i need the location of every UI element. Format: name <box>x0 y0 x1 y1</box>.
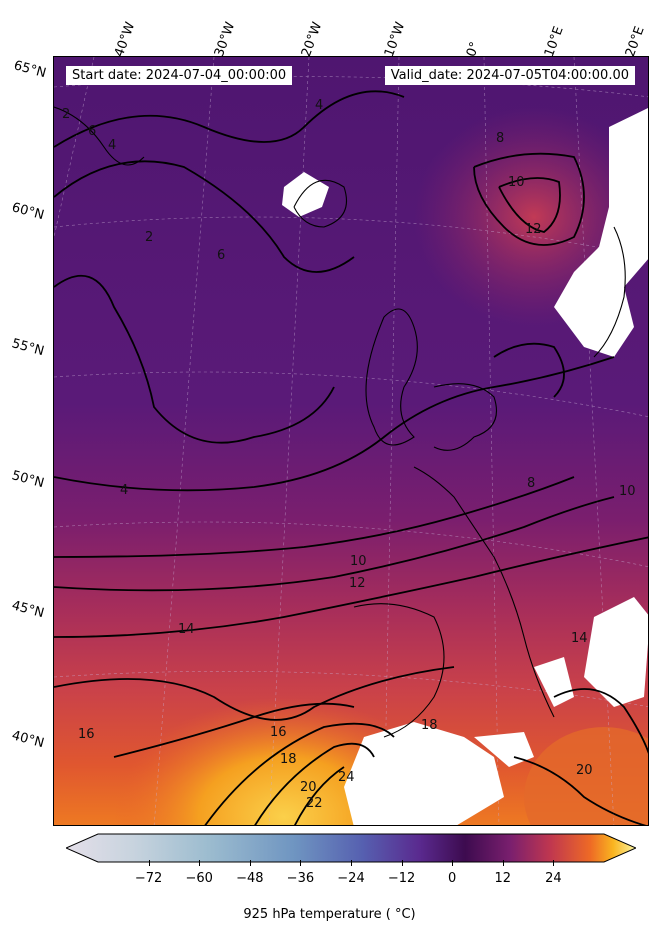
lon-label-20w: 20°W <box>298 20 326 59</box>
colorbar-tickmark <box>148 860 150 866</box>
contour-label: 14 <box>571 631 588 646</box>
lat-label-55n: 55°N <box>10 336 46 360</box>
start-date-label: Start date: 2024-07-04_00:00:00 <box>66 66 293 85</box>
contour-label: 4 <box>120 483 129 498</box>
contour-label: 10 <box>350 554 367 569</box>
colorbar-tick-label: 0 <box>448 871 457 886</box>
lat-label-60n: 60°N <box>10 200 46 224</box>
colorbar-tickmark <box>553 860 555 866</box>
colorbar-label: 925 hPa temperature ( °C) <box>243 907 416 922</box>
colorbar-tickmark <box>249 860 251 866</box>
lat-label-65n: 65°N <box>12 58 48 82</box>
contour-label: 2 <box>62 107 71 122</box>
lon-label-10w: 10°W <box>381 20 409 59</box>
temperature-map <box>54 57 648 825</box>
lat-label-50n: 50°N <box>10 468 46 492</box>
lon-label-10e: 10°E <box>541 24 567 59</box>
map-panel <box>53 56 649 826</box>
contour-label: 6 <box>217 248 226 263</box>
contour-label: 18 <box>421 718 438 733</box>
lat-label-45n: 45°N <box>10 598 46 622</box>
colorbar <box>66 833 636 863</box>
lon-label-20e: 20°E <box>622 24 648 59</box>
colorbar-tickmark <box>300 860 302 866</box>
colorbar-tick-label: −48 <box>236 871 264 886</box>
lon-label-40w: 40°W <box>111 20 139 59</box>
contour-label: 20 <box>300 780 317 795</box>
contour-label: 4 <box>315 98 324 113</box>
contour-label: 6 <box>88 124 97 139</box>
lat-label-40n: 40°N <box>10 728 46 752</box>
contour-label: 10 <box>619 484 636 499</box>
valid-date-label: Valid_date: 2024-07-05T04:00:00.00 <box>384 66 635 85</box>
colorbar-tickmark <box>502 860 504 866</box>
colorbar-tickmark <box>401 860 403 866</box>
contour-label: 2 <box>145 230 154 245</box>
contour-label: 10 <box>508 175 525 190</box>
colorbar-tickmark <box>351 860 352 866</box>
contour-label: 4 <box>108 138 117 153</box>
contour-label: 8 <box>527 476 536 491</box>
colorbar-tick-label: −72 <box>134 871 163 886</box>
contour-label: 18 <box>280 752 297 767</box>
contour-label: 16 <box>78 727 95 742</box>
colorbar-tick-label: 24 <box>545 871 562 886</box>
colorbar-tickmark <box>452 860 454 866</box>
med-warm-area <box>524 727 648 825</box>
graticule <box>54 57 648 825</box>
lon-label-30w: 30°W <box>211 20 239 59</box>
isotherms <box>54 90 648 825</box>
coastlines <box>54 106 626 738</box>
contour-label: 14 <box>178 622 195 637</box>
colorbar-tick-label: −12 <box>387 871 416 886</box>
contour-label: 8 <box>496 131 505 146</box>
colorbar-tick-label: 12 <box>494 871 512 886</box>
colorbar-tick-label: −24 <box>337 871 365 886</box>
contour-label: 22 <box>306 796 323 811</box>
contour-label: 16 <box>270 725 287 740</box>
contour-label: 12 <box>349 576 366 591</box>
contour-label: 12 <box>525 222 542 237</box>
colorbar-tickmark <box>199 860 201 866</box>
contour-label: 20 <box>576 763 593 778</box>
colorbar-tick-label: −36 <box>286 871 315 886</box>
colorbar-tick-label: −60 <box>185 871 213 886</box>
contour-label: 24 <box>338 770 355 785</box>
